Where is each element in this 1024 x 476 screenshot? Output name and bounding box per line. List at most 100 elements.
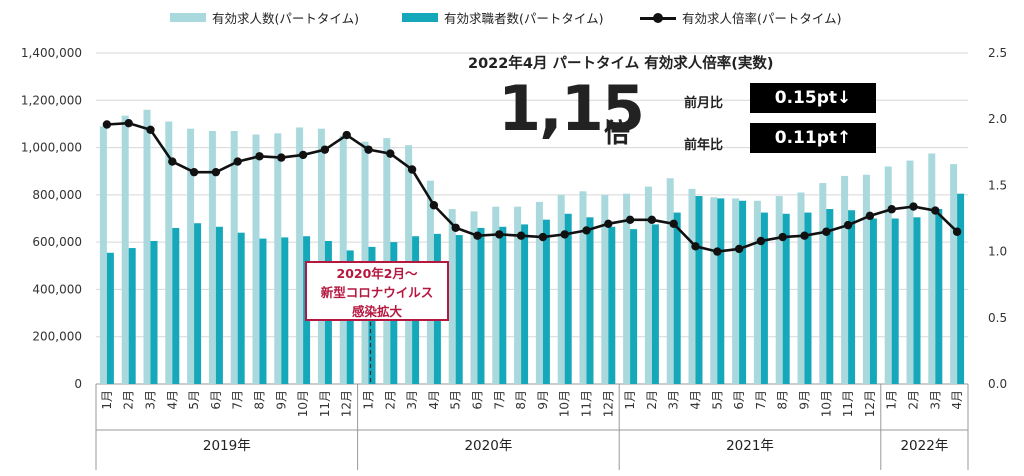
x-tick-label: 4月 (950, 390, 964, 410)
bar-job-seekers (782, 213, 790, 384)
bar-job-seekers (869, 218, 877, 384)
y-left-tick-label: 800,000 (32, 188, 82, 202)
x-tick-label: 12月 (340, 390, 354, 417)
covid-annotation-line: 感染拡大 (351, 304, 402, 319)
ratio-point (843, 220, 853, 230)
highlight-unit: 倍 (604, 119, 631, 149)
year-label: 2020年 (464, 438, 512, 454)
x-tick-label: 4月 (165, 390, 179, 410)
y-right-tick-label: 0.5 (988, 311, 1007, 325)
yoy-value-badge: 0.11pt↑ (750, 123, 876, 153)
bar-job-seekers (760, 212, 768, 384)
ratio-point (909, 202, 918, 211)
x-tick-label: 6月 (209, 390, 223, 410)
yoy-label: 前年比 (684, 138, 724, 153)
y-left-tick-label: 1,200,000 (21, 93, 82, 107)
x-tick-label: 1月 (885, 390, 899, 410)
bar-job-openings (819, 183, 827, 384)
bar-job-openings (884, 166, 892, 384)
x-tick-label: 2月 (907, 390, 921, 410)
year-label: 2022年 (900, 438, 948, 454)
bar-job-openings (753, 200, 761, 384)
x-tick-label: 10月 (558, 390, 572, 417)
y-right-tick-label: 1.0 (988, 245, 1007, 259)
ratio-point (887, 205, 896, 214)
ratio-point (102, 120, 112, 129)
bar-job-seekers (848, 210, 856, 384)
x-tick-label: 11月 (318, 390, 332, 417)
ratio-point (146, 125, 155, 134)
x-tick-label: 6月 (471, 390, 485, 410)
ratio-point (516, 231, 526, 240)
bar-job-openings (187, 128, 195, 384)
ratio-point (495, 230, 504, 239)
bar-job-openings (644, 186, 652, 384)
x-tick-label: 3月 (405, 390, 419, 410)
ratio-point (691, 242, 700, 251)
covid-annotation: 2020年2月～ 新型コロナウイルス 感染拡大 (305, 261, 449, 321)
x-tick-label: 5月 (187, 390, 201, 410)
x-tick-label: 11月 (841, 390, 855, 417)
x-tick-label: 7月 (231, 390, 245, 410)
ratio-point (451, 223, 460, 232)
bar-job-openings (557, 194, 565, 384)
bar-job-openings (165, 121, 173, 385)
bar-job-seekers (957, 193, 965, 384)
x-tick-label: 7月 (492, 390, 506, 410)
x-tick-label: 4月 (689, 390, 703, 410)
bar-job-seekers (215, 226, 223, 384)
ratio-point (952, 227, 962, 236)
highlight-title: 2022年4月 パートタイム 有効求人倍率(実数) (468, 56, 774, 72)
bar-job-seekers (630, 229, 638, 384)
x-tick-label: 4月 (427, 390, 441, 410)
x-tick-label: 9月 (536, 390, 550, 410)
bar-job-openings (296, 127, 304, 384)
bar-job-openings (666, 178, 674, 384)
ratio-point (255, 152, 264, 161)
ratio-point (822, 227, 831, 236)
x-tick-label: 12月 (601, 390, 615, 417)
x-tick-label: 8月 (253, 390, 267, 410)
ratio-point (189, 167, 199, 177)
bar-job-seekers (891, 218, 899, 384)
x-tick-label: 1月 (623, 390, 637, 410)
y-left-tick-label: 1,400,000 (21, 46, 82, 60)
bar-job-seekers (935, 209, 943, 384)
legend-swatch-job-openings (170, 13, 206, 22)
bar-job-seekers (521, 224, 529, 384)
x-tick-label: 10月 (296, 390, 310, 417)
bar-job-seekers (150, 240, 158, 384)
bar-job-seekers (542, 219, 550, 384)
legend-label-ratio: 有効求人倍率(パートタイム) (682, 11, 842, 26)
legend-label-job-seekers: 有効求職者数(パートタイム) (444, 11, 604, 26)
legend-item-job-seekers: 有効求職者数(パートタイム) (402, 8, 604, 27)
ratio-point (865, 211, 875, 221)
x-tick-label: 2月 (122, 390, 136, 410)
x-tick-label: 6月 (732, 390, 746, 410)
legend-item-job-openings: 有効求人数(パートタイム) (170, 8, 359, 27)
y-right-tick-label: 2.5 (988, 46, 1007, 60)
bar-job-openings (99, 126, 107, 385)
bar-job-openings (274, 133, 282, 384)
bar-job-openings (579, 191, 587, 384)
ratio-point (168, 157, 177, 166)
x-tick-label: 9月 (274, 390, 288, 410)
bar-job-seekers (804, 212, 812, 384)
ratio-point (124, 118, 133, 128)
y-left-tick-label: 400,000 (32, 282, 82, 296)
x-tick-label: 8月 (776, 390, 790, 410)
x-tick-label: 10月 (819, 390, 833, 417)
x-tick-label: 2月 (645, 390, 659, 410)
covid-annotation-line: 新型コロナウイルス (320, 285, 434, 300)
ratio-point (320, 145, 330, 154)
y-left-tick-label: 0 (74, 377, 82, 391)
bar-job-seekers (913, 217, 921, 384)
ratio-point (364, 145, 373, 154)
bar-job-openings (797, 192, 805, 384)
y-right-tick-label: 1.5 (988, 178, 1007, 192)
x-tick-label: 9月 (798, 390, 812, 410)
x-tick-label: 11月 (580, 390, 594, 417)
bar-job-openings (339, 135, 347, 384)
bar-job-seekers (739, 200, 747, 384)
legend: 有効求人数(パートタイム) 有効求職者数(パートタイム) 有効求人倍率(パートタ… (0, 8, 1024, 30)
